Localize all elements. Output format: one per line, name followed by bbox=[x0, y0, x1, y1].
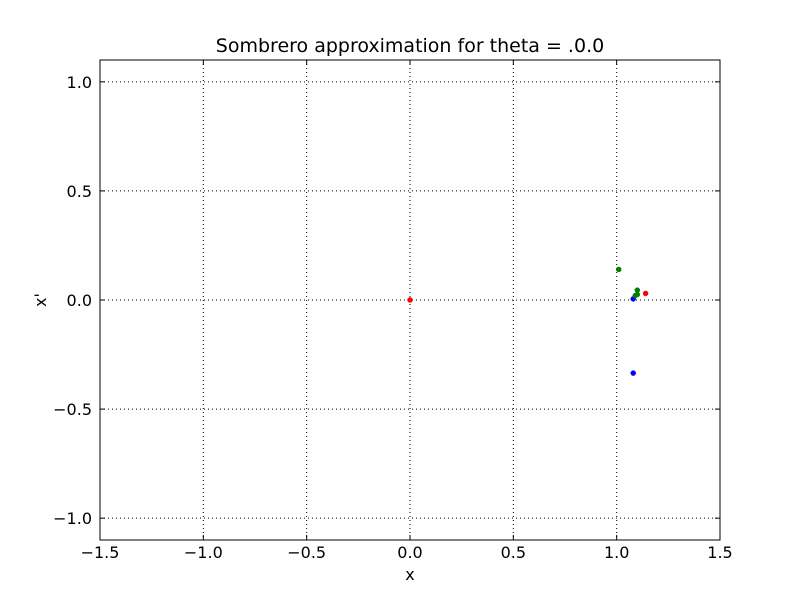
y-axis-title: x' bbox=[31, 293, 50, 307]
x-tick-labels: −1.5 −1.0 −0.5 0.0 0.5 1.0 1.5 bbox=[81, 543, 733, 562]
scatter-point bbox=[642, 290, 649, 297]
x-tick-label: −1.5 bbox=[81, 543, 120, 562]
scatter-point bbox=[407, 297, 413, 303]
scatter-point bbox=[615, 266, 622, 273]
chart-title: Sombrero approximation for theta = .0.0 bbox=[216, 35, 604, 57]
x-tick-label: 1.5 bbox=[707, 543, 732, 562]
y-tick-label: 1.0 bbox=[67, 73, 92, 92]
y-tick-label: 0.5 bbox=[67, 182, 92, 201]
x-axis-title: x bbox=[405, 565, 414, 584]
y-tick-labels: −1.0 −0.5 0.0 0.5 1.0 bbox=[53, 73, 92, 528]
y-tick-label: 0.0 bbox=[67, 291, 92, 310]
x-tick-label: 1.0 bbox=[604, 543, 629, 562]
x-tick-label: 0.0 bbox=[397, 543, 422, 562]
scatter-point bbox=[630, 370, 636, 376]
axis-ticks bbox=[99, 60, 721, 540]
plot-area-frame bbox=[99, 59, 721, 541]
y-tick-label: −0.5 bbox=[53, 400, 92, 419]
data-points bbox=[407, 266, 649, 376]
x-tick-label: 0.5 bbox=[501, 543, 526, 562]
y-tick-label: −1.0 bbox=[53, 509, 92, 528]
x-tick-label: −0.5 bbox=[287, 543, 326, 562]
scatter-point bbox=[632, 292, 639, 299]
x-tick-label: −1.0 bbox=[184, 543, 223, 562]
